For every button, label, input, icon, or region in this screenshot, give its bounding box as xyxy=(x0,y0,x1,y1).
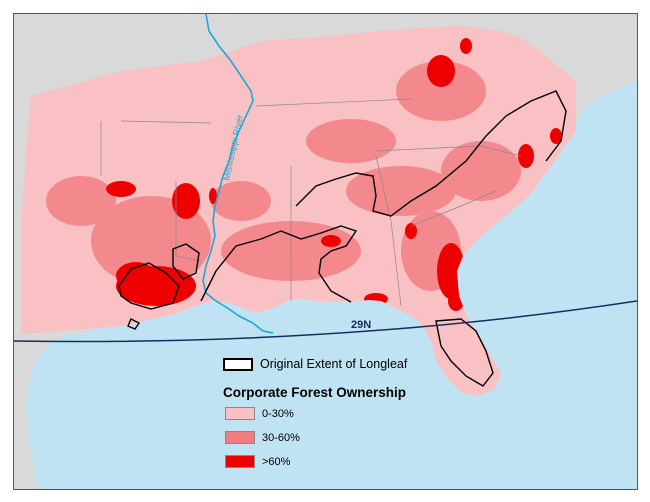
land-west xyxy=(14,337,61,489)
legend-extent-label: Original Extent of Longleaf xyxy=(260,357,408,371)
map-canvas: Mississippi River 29N xyxy=(14,14,637,489)
mississippi-river xyxy=(202,14,274,334)
legend-swatch-mid xyxy=(225,431,255,444)
legend-extent-row: Original Extent of Longleaf xyxy=(223,357,407,371)
map-legend: Original Extent of Longleaf Corporate Fo… xyxy=(223,357,423,477)
patches-over-60 xyxy=(106,38,562,311)
map-frame: Mississippi River 29N Original Extent of… xyxy=(13,13,638,490)
legend-extent-swatch xyxy=(223,357,253,371)
legend-row-low: 0-30% xyxy=(225,407,294,420)
legend-row-high: >60% xyxy=(225,455,290,468)
legend-title: Corporate Forest Ownership xyxy=(223,385,407,400)
legend-row-mid: 30-60% xyxy=(225,431,300,444)
legend-label-high: >60% xyxy=(262,455,291,468)
florida xyxy=(431,319,501,396)
legend-swatch-high xyxy=(225,455,255,468)
legend-label-low: 0-30% xyxy=(262,407,294,420)
legend-label-mid: 30-60% xyxy=(262,431,300,444)
study-area xyxy=(21,26,576,396)
legend-swatch-low xyxy=(225,407,255,420)
state-boundaries xyxy=(100,98,522,307)
parallel-label: 29N xyxy=(351,319,371,331)
longleaf-extent-outline xyxy=(118,90,567,387)
parallel-29n-line xyxy=(14,300,637,343)
